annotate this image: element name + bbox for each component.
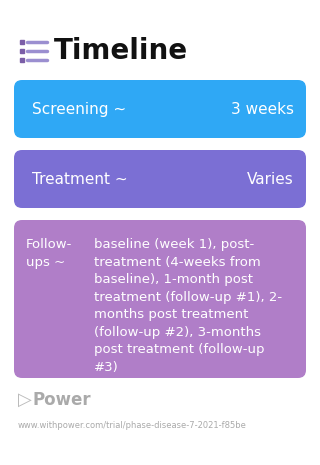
Text: Treatment ~: Treatment ~ — [32, 172, 128, 186]
Text: Varies: Varies — [247, 172, 294, 186]
Text: www.withpower.com/trial/phase-disease-7-2021-f85be: www.withpower.com/trial/phase-disease-7-… — [18, 420, 247, 430]
Bar — [20, 49, 24, 53]
Text: Follow-
ups ~: Follow- ups ~ — [26, 238, 72, 269]
FancyBboxPatch shape — [14, 220, 306, 378]
FancyBboxPatch shape — [14, 150, 306, 208]
Bar — [20, 58, 24, 62]
Text: 3 weeks: 3 weeks — [231, 101, 294, 117]
FancyBboxPatch shape — [14, 80, 306, 138]
Text: ▷: ▷ — [18, 391, 32, 409]
Text: baseline (week 1), post-
treatment (4-weeks from
baseline), 1-month post
treatme: baseline (week 1), post- treatment (4-we… — [94, 238, 282, 373]
Text: Timeline: Timeline — [54, 37, 188, 65]
Text: Power: Power — [32, 391, 91, 409]
Bar — [20, 40, 24, 44]
Text: Screening ~: Screening ~ — [32, 101, 126, 117]
